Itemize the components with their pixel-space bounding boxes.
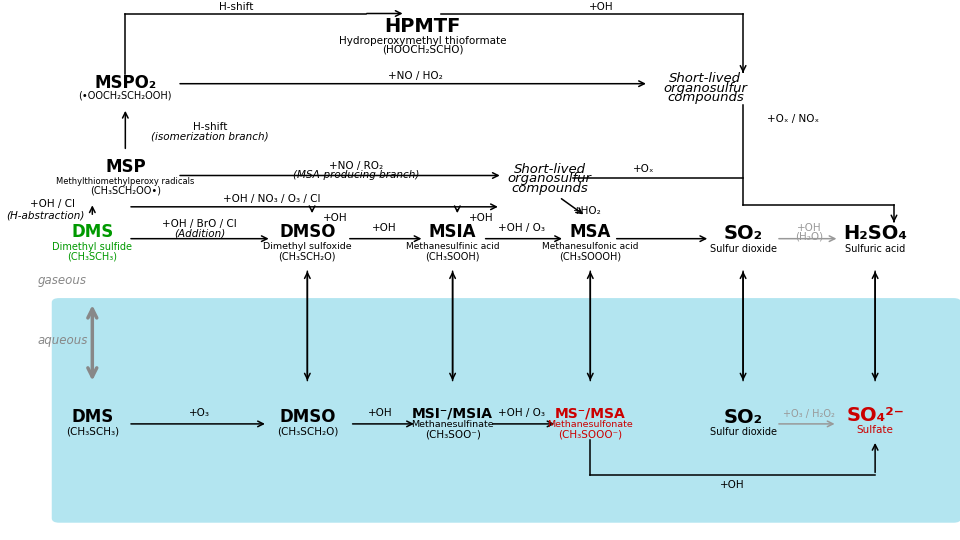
Text: +NO / RO₂: +NO / RO₂ [329,161,383,171]
Text: +HO₂: +HO₂ [573,206,602,215]
Text: (HOOCH₂SCHO): (HOOCH₂SCHO) [382,45,463,55]
Text: (CH₃SCH₂O): (CH₃SCH₂O) [276,427,338,437]
Text: DMS: DMS [71,408,113,427]
Text: Hydroperoxymethyl thioformate: Hydroperoxymethyl thioformate [339,36,506,45]
Text: +OH: +OH [797,223,822,233]
Text: Methanesulfonate: Methanesulfonate [547,421,634,429]
Text: +O₃ / H₂O₂: +O₃ / H₂O₂ [783,409,835,419]
Text: DMSO: DMSO [279,408,336,427]
Text: Methanesulfonic acid: Methanesulfonic acid [542,242,638,251]
Text: compounds: compounds [512,182,588,195]
Text: Sulfur dioxide: Sulfur dioxide [709,245,777,254]
Text: +OH / O₃: +OH / O₃ [498,408,545,418]
Text: (CH₃SOOOH): (CH₃SOOOH) [560,252,621,261]
Text: Methanesulfinic acid: Methanesulfinic acid [406,242,499,251]
Text: compounds: compounds [667,91,744,104]
Text: +OH: +OH [468,213,493,222]
Text: +O₃: +O₃ [189,408,210,418]
Text: SO₂: SO₂ [724,408,762,427]
Text: HPMTF: HPMTF [384,17,461,37]
Text: DMSO: DMSO [279,223,336,241]
Text: organosulfur: organosulfur [508,172,591,185]
Text: H-shift: H-shift [219,2,253,12]
Text: MS⁻/MSA: MS⁻/MSA [555,406,626,420]
Text: Sulfur dioxide: Sulfur dioxide [709,427,777,437]
Text: MSA: MSA [569,223,611,241]
Text: +Oₓ: +Oₓ [634,164,655,174]
Text: +OH / BrO / Cl: +OH / BrO / Cl [162,219,237,228]
Text: Dimethyl sulfide: Dimethyl sulfide [52,242,132,252]
Text: Dimethyl sulfoxide: Dimethyl sulfoxide [263,242,351,251]
Text: (H₂O): (H₂O) [795,232,823,241]
Text: SO₂: SO₂ [724,224,762,243]
Text: Methylthiomethylperoxy radicals: Methylthiomethylperoxy radicals [56,178,195,186]
Text: Short-lived: Short-lived [514,163,586,176]
Text: (CH₃SCH₂OO•): (CH₃SCH₂OO•) [90,186,161,195]
Text: +Oₓ / NOₓ: +Oₓ / NOₓ [767,114,819,124]
Text: (•OOCH₂SCH₂OOH): (•OOCH₂SCH₂OOH) [79,91,172,100]
Text: +OH: +OH [372,223,397,233]
Text: +OH / NO₃ / O₃ / Cl: +OH / NO₃ / O₃ / Cl [223,194,321,204]
Text: (CH₃SCH₃): (CH₃SCH₃) [65,427,119,437]
Text: DMS: DMS [71,223,113,241]
Text: Methanesulfinate: Methanesulfinate [411,421,493,429]
Text: Sulfuric acid: Sulfuric acid [845,245,905,254]
Text: aqueous: aqueous [37,334,88,347]
Text: H₂SO₄: H₂SO₄ [843,224,907,243]
Text: MSPO₂: MSPO₂ [94,73,156,92]
Text: (CH₃SOOH): (CH₃SOOH) [425,252,480,261]
Text: (CH₃SCH₃): (CH₃SCH₃) [67,252,117,261]
Text: MSIA: MSIA [429,223,476,241]
Text: +OH: +OH [324,213,348,222]
Text: +OH / Cl: +OH / Cl [30,199,75,210]
Text: (CH₃SCH₂O): (CH₃SCH₂O) [278,252,336,261]
Text: H-shift: H-shift [193,122,228,132]
Text: (MSA-producing branch): (MSA-producing branch) [293,171,420,180]
Text: +NO / HO₂: +NO / HO₂ [388,71,443,80]
Text: MSP: MSP [105,158,146,177]
Text: (H-abstraction): (H-abstraction) [6,210,84,220]
Text: gaseous: gaseous [37,274,86,287]
Text: +OH: +OH [589,2,614,12]
Text: Sulfate: Sulfate [856,426,894,435]
Text: (CH₃SOO⁻): (CH₃SOO⁻) [424,430,481,440]
Text: (CH₃SOOO⁻): (CH₃SOOO⁻) [558,430,622,440]
Text: (Addition): (Addition) [174,228,226,238]
FancyBboxPatch shape [52,298,960,523]
Text: +OH: +OH [368,408,393,418]
Text: SO₄²⁻: SO₄²⁻ [846,406,904,426]
Text: (isomerization branch): (isomerization branch) [152,132,269,141]
Text: Short-lived: Short-lived [669,72,741,85]
Text: MSI⁻/MSIA: MSI⁻/MSIA [412,406,493,420]
Text: +OH / O₃: +OH / O₃ [498,223,545,233]
Text: organosulfur: organosulfur [663,82,747,94]
Text: +OH: +OH [720,480,745,490]
